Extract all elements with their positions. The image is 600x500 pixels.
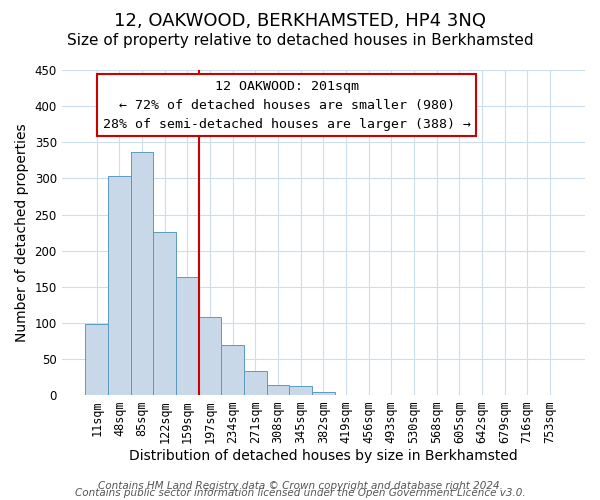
Bar (516, 394, 539, 396)
Bar (244, 371, 266, 396)
X-axis label: Distribution of detached houses by size in Berkhamsted: Distribution of detached houses by size … (129, 448, 518, 462)
Bar (335, 394, 358, 396)
Text: Contains HM Land Registry data © Crown copyright and database right 2024.: Contains HM Land Registry data © Crown c… (98, 481, 502, 491)
Bar (176, 277, 199, 396)
Text: 12, OAKWOOD, BERKHAMSTED, HP4 3NQ: 12, OAKWOOD, BERKHAMSTED, HP4 3NQ (114, 12, 486, 30)
Text: Size of property relative to detached houses in Berkhamsted: Size of property relative to detached ho… (67, 32, 533, 48)
Bar (221, 346, 244, 396)
Bar (199, 316, 221, 396)
Bar (131, 152, 154, 396)
Bar (266, 385, 289, 396)
Bar (154, 232, 176, 396)
Y-axis label: Number of detached properties: Number of detached properties (15, 124, 29, 342)
Bar (85, 324, 108, 396)
Text: 12 OAKWOOD: 201sqm
← 72% of detached houses are smaller (980)
28% of semi-detach: 12 OAKWOOD: 201sqm ← 72% of detached hou… (103, 80, 471, 131)
Bar (108, 176, 131, 396)
Bar (289, 386, 312, 396)
Text: Contains public sector information licensed under the Open Government Licence v3: Contains public sector information licen… (74, 488, 526, 498)
Bar (312, 392, 335, 396)
